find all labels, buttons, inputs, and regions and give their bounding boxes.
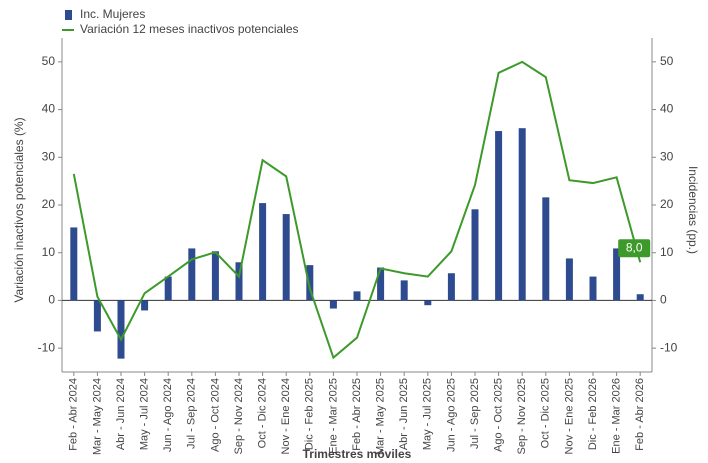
bar xyxy=(613,248,621,301)
x-tick-label: Feb - Abr 2024 xyxy=(68,378,80,451)
bar xyxy=(306,265,314,301)
x-tick-label: Mar - May 2025 xyxy=(375,378,387,455)
x-tick-label: May - Jul 2024 xyxy=(139,378,151,450)
y2-axis-label: Incidencias (pp.) xyxy=(686,166,700,254)
bar xyxy=(377,267,385,301)
bar xyxy=(235,262,243,301)
bar xyxy=(447,273,455,301)
x-tick-label: Jul - Sep 2025 xyxy=(469,378,481,449)
y2-tick-label: 0 xyxy=(660,293,667,307)
y2-tick-label: 10 xyxy=(660,245,674,259)
legend-swatch xyxy=(65,10,72,20)
y2-tick-label: 50 xyxy=(660,54,674,68)
bar xyxy=(400,280,408,301)
y2-tick-label: 30 xyxy=(660,149,674,163)
bar xyxy=(259,203,267,301)
y-tick-label: 0 xyxy=(48,293,55,307)
y-tick-label: -10 xyxy=(38,340,56,354)
x-tick-label: Jun - Ago 2025 xyxy=(445,378,457,452)
x-tick-label: Feb - Abr 2025 xyxy=(351,378,363,451)
y-axis-label: Variación inactivos potenciales (%) xyxy=(12,117,26,302)
x-tick-label: Sep - Nov 2024 xyxy=(233,378,245,454)
x-tick-label: Dic - Feb 2026 xyxy=(587,378,599,450)
line xyxy=(72,60,642,360)
bar xyxy=(636,294,644,301)
y-tick-label: 50 xyxy=(42,54,56,68)
x-tick-label: Abr - Jun 2025 xyxy=(398,378,410,450)
bar xyxy=(188,248,196,301)
bar xyxy=(164,276,172,301)
x-tick-label: Ago - Oct 2024 xyxy=(209,378,221,452)
legend-label: Inc. Mujeres xyxy=(80,7,145,21)
y2-tick-label: 40 xyxy=(660,102,674,116)
y-tick-label: 20 xyxy=(42,197,56,211)
x-tick-label: Sep - Nov 2025 xyxy=(516,378,528,454)
bar xyxy=(565,258,573,301)
bar xyxy=(282,214,290,301)
bar xyxy=(70,227,78,301)
bar xyxy=(117,300,125,359)
y-tick-label: 30 xyxy=(42,149,56,163)
x-tick-label: Nov - Ene 2024 xyxy=(280,378,292,454)
y-tick-label: 10 xyxy=(42,245,56,259)
bar xyxy=(589,276,597,301)
x-tick-label: Dic - Feb 2025 xyxy=(304,378,316,450)
bar xyxy=(471,209,479,301)
bar xyxy=(495,131,503,301)
x-axis-label: Trimestres móviles xyxy=(303,447,412,461)
y2-tick-label: -10 xyxy=(660,340,678,354)
x-tick-label: May - Jul 2025 xyxy=(422,378,434,450)
y2-tick-label: 20 xyxy=(660,197,674,211)
x-tick-label: Ene - Mar 2026 xyxy=(611,378,623,454)
x-tick-label: Oct - Dic 2024 xyxy=(257,378,269,448)
bar xyxy=(353,291,361,301)
bar xyxy=(542,197,550,301)
y-tick-label: 40 xyxy=(42,102,56,116)
bar xyxy=(329,300,337,309)
x-tick-label: Jul - Sep 2024 xyxy=(186,378,198,449)
bar xyxy=(518,128,526,301)
x-tick-label: Jun - Ago 2024 xyxy=(162,378,174,452)
legend-label: Variación 12 meses inactivos potenciales xyxy=(80,22,299,36)
x-tick-label: Feb - Abr 2026 xyxy=(634,378,646,451)
bar xyxy=(424,300,432,306)
x-tick-label: Mar - May 2024 xyxy=(91,378,103,455)
value-label-bg xyxy=(618,239,651,258)
value-label: 8,0 xyxy=(626,240,643,254)
x-tick-label: Nov - Ene 2025 xyxy=(563,378,575,454)
bar xyxy=(93,300,101,332)
bar xyxy=(211,251,219,301)
bar xyxy=(141,300,149,311)
x-tick-label: Ene - Mar 2025 xyxy=(327,378,339,454)
x-tick-label: Abr - Jun 2024 xyxy=(115,378,127,450)
x-tick-label: Ago - Oct 2025 xyxy=(493,378,505,452)
x-tick-label: Oct - Dic 2025 xyxy=(540,378,552,448)
